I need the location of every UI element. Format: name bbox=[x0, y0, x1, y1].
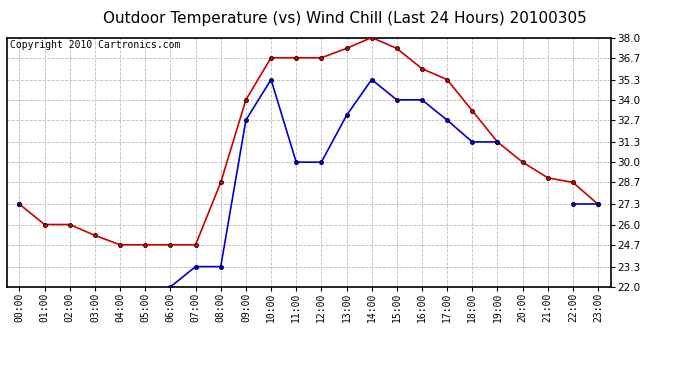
Text: Copyright 2010 Cartronics.com: Copyright 2010 Cartronics.com bbox=[10, 40, 180, 50]
Text: Outdoor Temperature (vs) Wind Chill (Last 24 Hours) 20100305: Outdoor Temperature (vs) Wind Chill (Las… bbox=[103, 11, 587, 26]
